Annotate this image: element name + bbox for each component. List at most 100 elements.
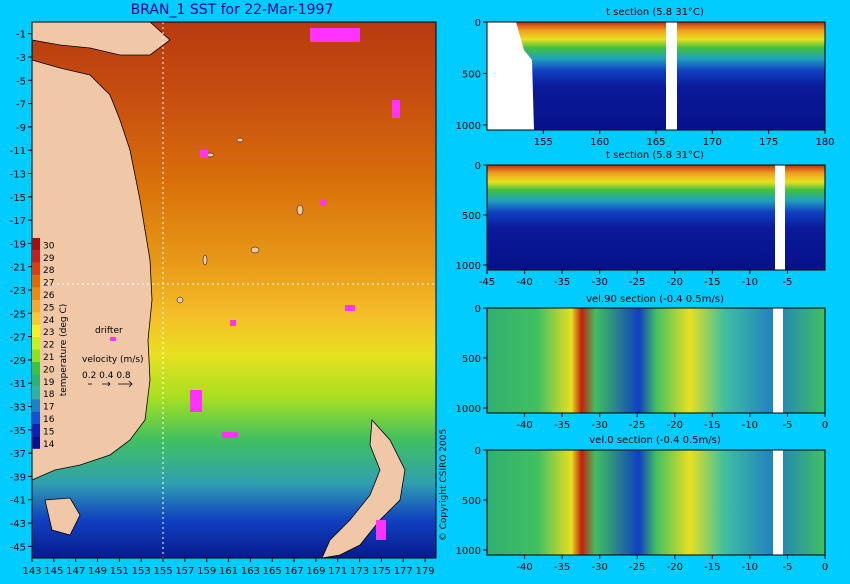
map-y-tick-label: -17 (10, 216, 26, 227)
map-x-tick-label: 153 (132, 566, 151, 577)
panel4-y-tick-label: 1000 (456, 546, 481, 557)
panel1-y-tick-label: 1000 (456, 121, 481, 132)
map-y-tick-label: -45 (10, 542, 26, 553)
t-section-panel-1: t section (5.8 31°C) (486, 7, 826, 131)
panel1-gap (666, 22, 677, 130)
colorbar-cell (32, 250, 40, 263)
colorbar-tick-label: 24 (43, 316, 55, 326)
panel4-x-tick-label: -40 (516, 562, 532, 573)
panel2-y-tick-label: 1000 (456, 261, 481, 272)
map-x-tick-label: 167 (285, 566, 304, 577)
new-guinea-land (31, 21, 171, 56)
main-title: BRAN_1 SST for 22-Mar-1997 (131, 2, 334, 18)
colorbar-tick-label: 14 (43, 440, 55, 450)
colorbar-tick-label: 19 (43, 378, 55, 388)
panel2-x-tick-label: -25 (629, 277, 645, 288)
panel3-y-tick-label: 500 (462, 354, 481, 365)
panel2-x-tick-label: -10 (742, 277, 758, 288)
colorbar-tick-label: 27 (43, 279, 54, 289)
panel3-gap (773, 308, 783, 413)
panel2-frame (486, 164, 826, 271)
section-panels: t section (5.8 31°C) t section (5.8 31°C… (486, 7, 826, 556)
panel2-x-tick-label: -45 (479, 277, 495, 288)
panel-ticks: 155 160 165 170 175 180 0 500 1000 -45 -40 -35 -30 -2… (456, 18, 835, 573)
panel2-x-tick-label: -40 (516, 277, 532, 288)
panel3-x-tick-label: -35 (554, 420, 570, 431)
colorbar-tick-label: 28 (43, 266, 55, 276)
panel1-land-mask (487, 22, 534, 130)
map-y-ticks: -1 -3 -5 -7 -9 -11 -13 -15 -17 -19 -21 -23 -25 -27 -29… (10, 30, 32, 553)
panel3-x-tick-label: -5 (782, 420, 792, 431)
panel2-title: t section (5.8 31°C) (606, 150, 704, 161)
legend: drifter velocity (m/s) 0.2 0.4 0.8 (82, 326, 144, 388)
map-x-tick-label: 147 (66, 566, 85, 577)
map-y-tick-label: -35 (10, 426, 26, 437)
panel4-gap (773, 450, 783, 555)
colorbar-cell (32, 238, 40, 251)
drifter-markers (190, 28, 400, 540)
map-x-tick-label: 179 (416, 566, 435, 577)
panel1-x-tick-label: 175 (759, 137, 778, 148)
velocity-values: 0.2 0.4 0.8 (82, 371, 131, 381)
map-y-tick-label: -41 (10, 496, 26, 507)
colorbar-cell (32, 411, 40, 424)
colorbar-tick-label: 18 (43, 390, 55, 400)
panel4-y-tick-label: 0 (475, 446, 481, 457)
colorbar-cell (32, 374, 40, 387)
colorbar-tick-label: 30 (43, 241, 55, 251)
panel1-x-tick-label: 160 (590, 137, 609, 148)
panel1-x-tick-label: 170 (703, 137, 722, 148)
map-x-tick-label: 151 (110, 566, 129, 577)
panel2-y-tick-label: 500 (462, 211, 481, 222)
panel3-x-tick-label: -20 (667, 420, 683, 431)
colorbar-cell (32, 262, 40, 276)
copyright-text: © Copyright CSIRO 2005 (439, 429, 449, 541)
panel3-x-tick-label: -25 (629, 420, 645, 431)
colorbar-cell (32, 386, 40, 400)
map-x-tick-label: 155 (153, 566, 172, 577)
map-x-tick-label: 177 (394, 566, 413, 577)
panel3-x-tick-label: -10 (742, 420, 758, 431)
colorbar-tick-label: 15 (43, 427, 54, 437)
panel1-x-tick-label: 180 (815, 137, 834, 148)
map-x-tick-label: 159 (197, 566, 216, 577)
panel3-x-tick-label: 0 (822, 420, 828, 431)
map-x-tick-label: 165 (263, 566, 282, 577)
colorbar-cell (32, 424, 40, 437)
drifter-label: drifter (95, 326, 123, 336)
colorbar-label: temperature (deg C) (59, 304, 69, 397)
map-y-tick-label: -37 (10, 449, 26, 460)
panel1-y-tick-label: 500 (462, 69, 481, 80)
colorbar-cells (32, 238, 40, 449)
panel4-x-tick-label: -25 (629, 562, 645, 573)
colorbar-tick-label: 29 (43, 254, 55, 264)
panel1-x-tick-label: 155 (534, 137, 553, 148)
map-y-tick-label: -33 (10, 403, 26, 414)
map-y-tick-label: -19 (10, 239, 26, 250)
map-x-tick-label: 157 (175, 566, 194, 577)
panel2-x-tick-label: -15 (704, 277, 720, 288)
panel2-gap (775, 165, 785, 270)
map-x-tick-label: 173 (350, 566, 369, 577)
colorbar-tick-label: 25 (43, 303, 54, 313)
panel3-y-tick-label: 0 (475, 304, 481, 315)
australia-land (31, 59, 153, 481)
colorbar-cell (32, 312, 40, 325)
panel4-x-tick-label: -35 (554, 562, 570, 573)
panel3-x-tick-label: -15 (704, 420, 720, 431)
panel2-x-tick-label: -5 (782, 277, 792, 288)
map-y-tick-label: -27 (10, 333, 26, 344)
panel2-x-tick-label: -30 (591, 277, 607, 288)
colorbar-cell (32, 349, 40, 362)
map-y-tick-label: -13 (10, 169, 26, 180)
panel4-title: vel.0 section (-0.4 0.5m/s) (589, 435, 721, 446)
panel1-y-tick-label: 0 (475, 18, 481, 29)
panel2-field (487, 165, 825, 270)
map-y-tick-label: -25 (10, 309, 26, 320)
colorbar-cell (32, 337, 40, 350)
map-x-tick-label: 143 (22, 566, 41, 577)
map-y-tick-label: -29 (10, 356, 26, 367)
vel90-section-panel: vel.90 section (-0.4 0.5m/s) (486, 294, 826, 414)
sst-map: 143 145 147 149 151 153 155 157 159 161 163 165 167 1… (10, 21, 437, 577)
velocity-label: velocity (m/s) (82, 355, 144, 365)
